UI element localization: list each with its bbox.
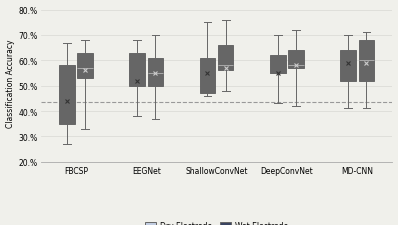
Y-axis label: Classification Accuracy: Classification Accuracy: [6, 40, 15, 128]
PathPatch shape: [59, 66, 74, 124]
PathPatch shape: [129, 54, 145, 86]
PathPatch shape: [288, 51, 304, 69]
PathPatch shape: [200, 58, 215, 94]
PathPatch shape: [77, 54, 93, 79]
PathPatch shape: [340, 51, 356, 81]
PathPatch shape: [148, 58, 163, 86]
PathPatch shape: [359, 41, 374, 81]
Legend: Dry Electrode, Wet Electrode: Dry Electrode, Wet Electrode: [142, 218, 291, 225]
PathPatch shape: [270, 56, 285, 74]
PathPatch shape: [218, 46, 234, 71]
